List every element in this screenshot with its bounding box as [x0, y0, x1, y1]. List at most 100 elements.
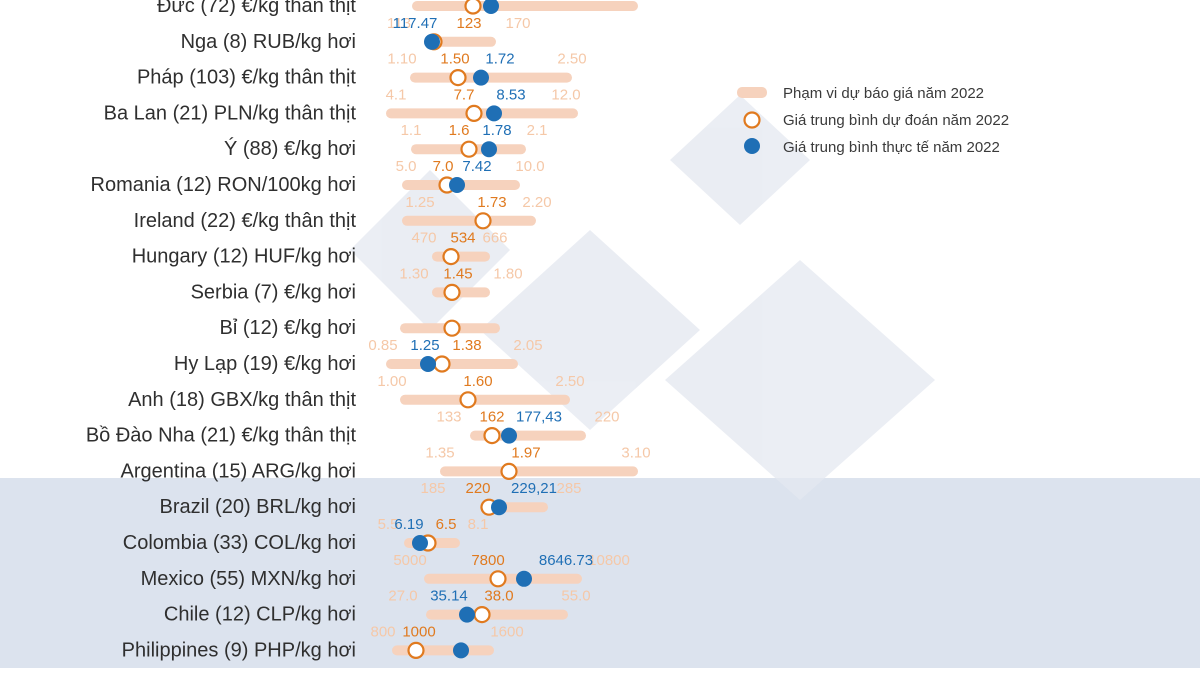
watermark-diamond — [670, 95, 810, 225]
range-bar — [392, 645, 494, 656]
row-label: Nga (8) RUB/kg hơi — [181, 31, 356, 53]
actual-label: 117.47 — [393, 15, 438, 32]
actual-marker — [473, 69, 489, 86]
range-min-label: 27.0 — [388, 588, 417, 605]
watermark-logo — [350, 95, 935, 500]
data-row: Romania (12) RON/100kg hơi 5.0 10.0 7.0 7.42 — [91, 158, 545, 196]
predicted-label: 1000 — [402, 623, 435, 640]
predicted-marker — [500, 462, 518, 480]
actual-label: 8646.73 — [539, 552, 593, 569]
predicted-label: 1.73 — [477, 194, 506, 211]
row-label: Bỉ (12) €/kg hơi — [219, 317, 356, 339]
row-label: Chile (12) CLP/kg hơi — [164, 604, 356, 626]
legend-actual-swatch — [744, 138, 760, 154]
range-max-label: 55.0 — [561, 588, 590, 605]
row-label: Ireland (22) €/kg thân thịt — [134, 210, 357, 232]
actual-label: 177,43 — [516, 409, 562, 426]
predicted-label: 1.6 — [449, 122, 470, 139]
predicted-marker — [449, 68, 467, 87]
legend-predicted-swatch — [743, 111, 761, 129]
data-row: Ireland (22) €/kg thân thịt 1.25 2.20 1.73 — [134, 194, 552, 232]
predicted-marker — [443, 319, 461, 337]
predicted-label: 1.45 — [443, 265, 472, 282]
data-row: Brazil (20) BRL/kg hơi 185 285 220 229,21 — [159, 480, 581, 518]
range-bar — [412, 1, 638, 11]
data-row: Chile (12) CLP/kg hơi 27.0 55.0 38.0 35.14 — [164, 588, 591, 626]
predicted-marker — [443, 283, 461, 301]
predicted-label: 1.60 — [463, 373, 492, 390]
actual-label: 229,21 — [511, 480, 557, 497]
range-max-label: 10.0 — [515, 158, 544, 175]
lower-highlight-band — [0, 478, 1200, 668]
range-max-label: 12.0 — [551, 86, 580, 103]
range-max-label: 2.50 — [557, 51, 586, 68]
range-bar — [432, 287, 490, 298]
actual-marker — [453, 642, 469, 659]
range-bar — [386, 359, 518, 369]
actual-marker — [459, 606, 475, 623]
predicted-marker — [464, 0, 482, 15]
range-max-label: 220 — [594, 409, 619, 426]
actual-label: 8.53 — [496, 86, 525, 103]
legend-range-swatch — [737, 87, 767, 98]
data-row: Bỉ (12) €/kg hơi — [219, 317, 500, 339]
range-min-label: 800 — [370, 623, 395, 640]
range-bar — [400, 394, 570, 405]
actual-marker — [412, 535, 428, 551]
legend-actual-label: Giá trung bình thực tế năm 2022 — [783, 139, 1000, 156]
row-label: Romania (12) RON/100kg hơi — [91, 174, 356, 196]
range-min-label: 5000 — [393, 552, 426, 569]
actual-marker — [501, 427, 517, 444]
row-label: Bồ Đào Nha (21) €/kg thân thịt — [86, 425, 357, 447]
range-max-label: 10800 — [588, 552, 630, 569]
actual-label: 6.19 — [394, 516, 423, 533]
predicted-label: 534 — [450, 230, 475, 247]
watermark-diamond — [480, 230, 700, 430]
row-label: Đức (72) €/kg thân thịt — [157, 0, 356, 17]
actual-marker — [420, 356, 436, 372]
predicted-label: 1.38 — [452, 337, 481, 354]
row-label: Colombia (33) COL/kg hơi — [123, 532, 356, 554]
predicted-label: 1.50 — [440, 51, 469, 68]
actual-label: 1.72 — [485, 51, 514, 68]
predicted-marker — [407, 641, 425, 660]
actual-marker — [483, 0, 499, 14]
range-bar — [432, 251, 490, 262]
range-max-label: 1.80 — [493, 265, 522, 282]
row-label: Hy Lạp (19) €/kg hơi — [174, 353, 356, 375]
data-row: Hungary (12) HUF/kg hơi 470 666 534 — [132, 230, 508, 268]
predicted-marker — [483, 427, 501, 445]
watermark-diamond — [665, 260, 935, 500]
row-label: Argentina (15) ARG/kg hơi — [121, 460, 356, 482]
predicted-label: 162 — [479, 409, 504, 426]
range-max-label: 666 — [482, 230, 507, 247]
actual-marker — [424, 33, 440, 50]
actual-label: 1.25 — [410, 337, 439, 354]
data-row: Ba Lan (21) PLN/kg thân thịt 4.1 12.0 7.7 8.… — [104, 86, 581, 124]
range-max-label: 2.1 — [527, 122, 548, 139]
range-min-label: 5.5 — [378, 516, 399, 533]
actual-marker — [481, 141, 497, 158]
range-min-label: 1.10 — [387, 51, 416, 68]
predicted-label: 7800 — [471, 552, 504, 569]
range-min-label: 470 — [411, 230, 436, 247]
range-max-label: 3.10 — [621, 444, 650, 461]
row-label: Ba Lan (21) PLN/kg thân thịt — [104, 102, 357, 124]
legend: Phạm vi dự báo giá năm 2022 Giá trung bìn… — [737, 85, 1009, 156]
actual-marker — [449, 177, 465, 193]
predicted-label: 38.0 — [484, 588, 513, 605]
range-min-label: 1.00 — [377, 373, 406, 390]
legend-range-label: Phạm vi dự báo giá năm 2022 — [783, 85, 984, 102]
range-max-label: 2.05 — [513, 337, 542, 354]
range-min-label: 1.25 — [405, 194, 434, 211]
range-max-label: 1600 — [490, 623, 523, 640]
range-min-label: 0.85 — [368, 337, 397, 354]
data-row: Philippines (9) PHP/kg hơi 800 1600 1000 — [122, 623, 524, 661]
predicted-label: 1.97 — [511, 444, 540, 461]
range-min-label: 185 — [420, 480, 445, 497]
row-label: Brazil (20) BRL/kg hơi — [159, 496, 356, 518]
predicted-marker — [473, 605, 491, 624]
data-row: Argentina (15) ARG/kg hơi 1.35 3.10 1.97 — [121, 444, 651, 482]
